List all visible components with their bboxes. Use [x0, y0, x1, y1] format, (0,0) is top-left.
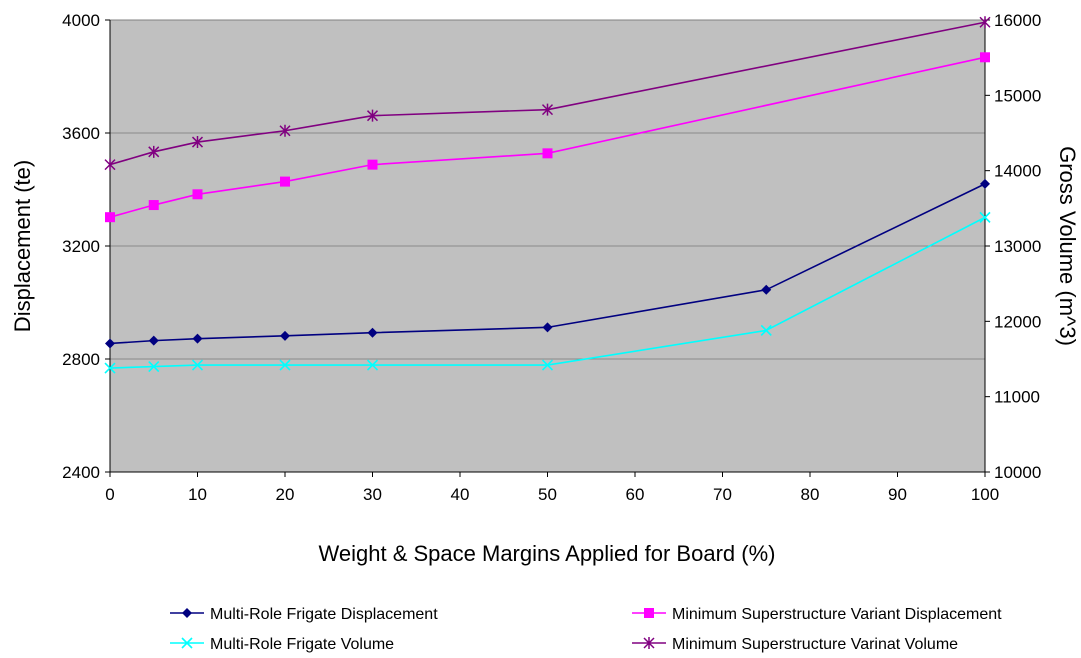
- x-tick-label: 60: [626, 485, 645, 504]
- y2-tick-label: 15000: [994, 86, 1041, 105]
- legend-item: Minimum Superstructure Variant Displacem…: [632, 606, 1002, 623]
- series-line: [109, 216, 986, 369]
- data-point: [148, 360, 160, 373]
- y2-tick-label: 12000: [994, 312, 1041, 331]
- data-point: [105, 338, 115, 349]
- data-point: [541, 103, 554, 116]
- legend-label: Minimum Superstructure Variant Displacem…: [672, 606, 1002, 623]
- data-point: [367, 159, 378, 170]
- legend-item: Minimum Superstructure Varinat Volume: [632, 636, 958, 653]
- data-point: [191, 136, 204, 149]
- data-point: [367, 327, 378, 338]
- series-3: [104, 211, 991, 374]
- series-4: [104, 16, 991, 171]
- legend-marker: [182, 608, 192, 618]
- x-tick-label: 80: [801, 485, 820, 504]
- data-point: [980, 178, 990, 189]
- y2-axis-title: Gross Volume (m^3): [1055, 146, 1080, 346]
- data-point: [979, 16, 991, 29]
- series-line: [109, 183, 986, 345]
- y2-tick-label: 14000: [994, 162, 1041, 181]
- axes: [105, 19, 990, 477]
- data-point: [280, 176, 290, 187]
- y2-tick-label: 11000: [994, 388, 1040, 407]
- y-tick-label: 3200: [62, 237, 100, 256]
- x-tick-label: 0: [105, 485, 114, 504]
- data-point: [980, 52, 990, 63]
- y-tick-label: 4000: [62, 11, 100, 30]
- y2-tick-label: 16000: [994, 11, 1041, 30]
- data-point: [105, 212, 115, 223]
- y2-tick-label: 10000: [994, 463, 1041, 482]
- series-layer: [104, 16, 991, 374]
- data-point: [541, 359, 554, 371]
- data-point: [148, 335, 159, 346]
- series-2: [105, 52, 990, 223]
- data-point: [148, 145, 160, 158]
- y2-tick-label: 13000: [994, 237, 1041, 256]
- data-point: [366, 359, 379, 371]
- legend-item: Multi-Role Frigate Displacement: [170, 606, 438, 623]
- data-point: [104, 158, 116, 171]
- legend-label: Multi-Role Frigate Volume: [210, 636, 394, 653]
- legend-marker: [644, 608, 654, 618]
- legend-label: Multi-Role Frigate Displacement: [210, 606, 438, 623]
- legend: Multi-Role Frigate Displacement Minimum S…: [170, 606, 1002, 653]
- data-point: [979, 211, 991, 223]
- data-point: [542, 148, 553, 159]
- y-tick-label: 2400: [62, 463, 100, 482]
- x-tick-label: 40: [451, 485, 470, 504]
- tick-labels: 0 10 20 30 40 50 60 70 80 90 100 2400 2800 3200 3600 40…: [62, 11, 1041, 504]
- data-point: [192, 333, 203, 344]
- x-axis-title: Weight & Space Margins Applied for Board…: [319, 541, 776, 566]
- legend-marker: [643, 637, 655, 649]
- data-point: [191, 359, 204, 371]
- x-tick-label: 90: [888, 485, 907, 504]
- data-point: [148, 200, 159, 211]
- data-point: [760, 324, 772, 336]
- x-tick-label: 20: [276, 485, 295, 504]
- y-tick-label: 3600: [62, 124, 100, 143]
- x-tick-label: 30: [363, 485, 382, 504]
- y-axis-title: Displacement (te): [10, 160, 35, 332]
- data-point: [280, 330, 290, 341]
- gridlines: [110, 132, 985, 360]
- legend-item: Multi-Role Frigate Volume: [170, 636, 394, 653]
- data-point: [279, 359, 291, 371]
- y-tick-label: 2800: [62, 350, 100, 369]
- data-point: [366, 109, 379, 122]
- legend-label: Minimum Superstructure Varinat Volume: [672, 636, 958, 653]
- series-1: [105, 178, 990, 349]
- data-point: [279, 124, 291, 137]
- x-tick-label: 10: [188, 485, 207, 504]
- data-point: [542, 322, 553, 333]
- x-tick-label: 50: [538, 485, 557, 504]
- data-point: [761, 284, 772, 295]
- x-tick-label: 70: [713, 485, 732, 504]
- data-point: [192, 189, 203, 200]
- x-tick-label: 100: [971, 485, 999, 504]
- legend-marker: [181, 637, 193, 649]
- data-point: [104, 362, 116, 374]
